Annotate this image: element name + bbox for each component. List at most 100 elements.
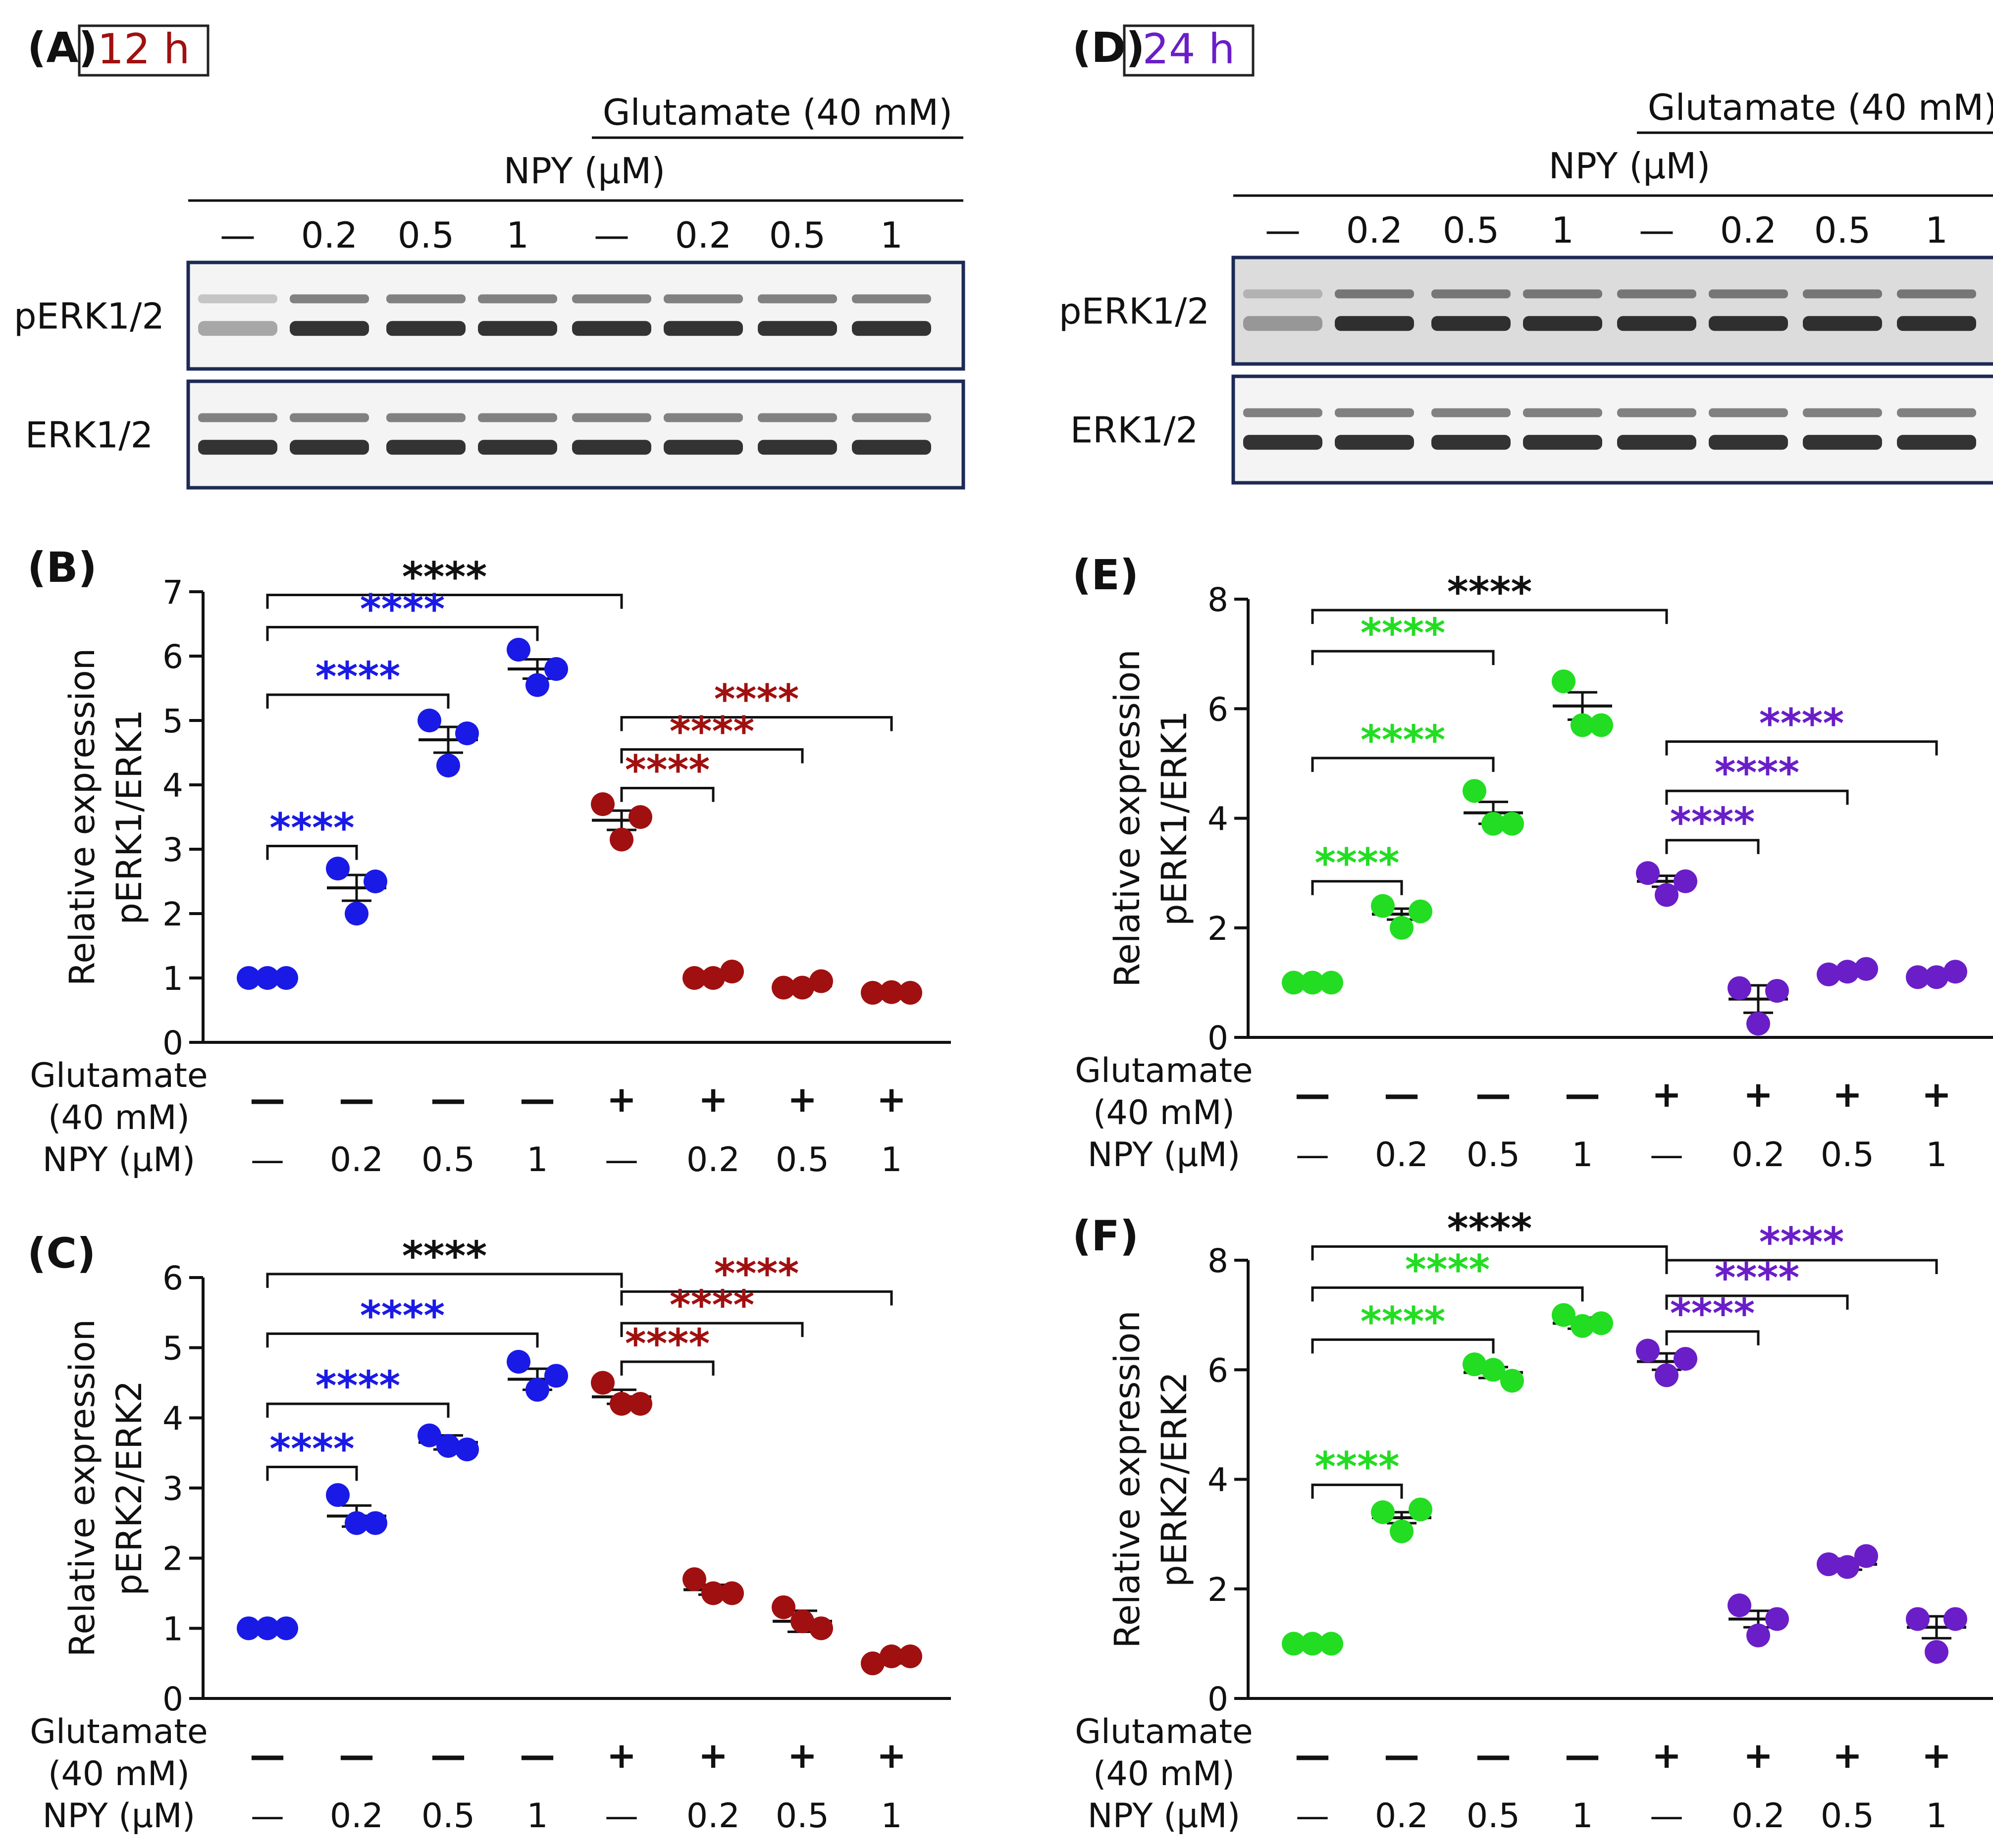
bracket-line — [266, 626, 539, 641]
data-group — [1636, 1338, 1697, 1387]
bracket-line — [1311, 1245, 1668, 1261]
comparison-bracket: **** — [266, 586, 539, 641]
data-point — [1409, 1497, 1432, 1522]
band — [478, 321, 557, 336]
band — [1335, 316, 1414, 331]
significance-label: **** — [1314, 1444, 1400, 1491]
data-point — [1746, 1623, 1770, 1647]
npy-value: 0.5 — [1467, 1797, 1520, 1836]
y-axis-title: pERK1/ERK1 — [109, 710, 150, 925]
glutamate-value: + — [698, 1078, 728, 1120]
band — [572, 321, 651, 336]
data-point — [1500, 1369, 1524, 1393]
glutamate-row-label: Glutamate — [30, 1056, 208, 1095]
data-point — [591, 1371, 615, 1395]
glutamate-value: + — [1833, 1735, 1862, 1776]
data-point — [1943, 1607, 1967, 1631]
data-group — [1282, 971, 1343, 995]
data-group — [1906, 1607, 1967, 1664]
panel-letter: (C) — [27, 1229, 96, 1278]
bracket-line — [1665, 1330, 1760, 1345]
blot-right: Glutamate (40 mM) NPY (µM) — 0.2 0.5 1 — 0.2 0.5… — [1059, 87, 1993, 485]
band — [1335, 289, 1414, 299]
glutamate-row-label: (40 mM) — [1093, 1093, 1235, 1132]
data-group — [1282, 1632, 1343, 1656]
data-point — [1836, 960, 1859, 984]
data-point — [1906, 1607, 1930, 1631]
significance-label: **** — [1447, 1205, 1532, 1252]
npy-value: 1 — [1926, 1135, 1947, 1175]
data-point — [1552, 1303, 1575, 1327]
chart-F: (F) Relative expression pERK2/ERK2 0 2 4 6 8 ***… — [1072, 1205, 1993, 1836]
significance-label: **** — [269, 1426, 355, 1473]
significance-label: **** — [1447, 569, 1532, 616]
band — [386, 413, 466, 422]
bracket-line — [1311, 650, 1495, 666]
band — [852, 294, 931, 304]
band — [1523, 408, 1602, 417]
npy-row-label: NPY (µM) — [1088, 1797, 1241, 1836]
row-label: pERK1/2 — [1059, 291, 1209, 332]
npy-value: — — [605, 1797, 638, 1836]
lane-label: 0.2 — [675, 214, 732, 256]
bracket-line — [620, 1290, 893, 1306]
data-point — [256, 1616, 279, 1641]
bracket-line — [620, 787, 715, 802]
data-point — [1765, 978, 1789, 1003]
significance-label: **** — [670, 709, 755, 756]
npy-value: 0.5 — [1467, 1135, 1520, 1175]
data-point — [682, 1567, 706, 1591]
comparison-bracket: **** — [620, 1321, 715, 1376]
data-group — [1371, 894, 1432, 940]
data-group — [237, 966, 298, 990]
band — [1897, 435, 1976, 450]
panel-letter: (D) — [1072, 23, 1145, 72]
comparison-bracket: **** — [1665, 1255, 1849, 1310]
npy-value: 0.2 — [1375, 1797, 1428, 1836]
data-group — [1817, 957, 1878, 986]
glutamate-value: + — [1833, 1074, 1862, 1115]
y-tick-label: 0 — [1207, 1019, 1228, 1057]
data-point — [809, 969, 833, 993]
npy-value: 0.2 — [330, 1797, 383, 1836]
panel-letter: (A) — [27, 23, 98, 72]
comparison-bracket: **** — [266, 654, 450, 709]
lane-label: 0.2 — [1346, 209, 1403, 251]
header-left: (A) 12 h — [27, 23, 210, 77]
comparison-bracket: **** — [266, 1426, 358, 1481]
y-axis-title: pERK1/ERK1 — [1154, 711, 1195, 926]
data-group — [237, 1616, 298, 1641]
data-point — [418, 709, 441, 732]
band — [290, 294, 369, 304]
band — [290, 321, 369, 336]
band — [478, 440, 557, 455]
data-group — [326, 1483, 387, 1535]
comparison-bracket: **** — [266, 1292, 539, 1348]
data-point — [1589, 1311, 1613, 1335]
glutamate-value: + — [607, 1735, 636, 1776]
header-right: (D)24 h — [1072, 23, 1255, 77]
band — [198, 413, 277, 422]
npy-value: 0.5 — [421, 1140, 475, 1180]
band — [478, 294, 557, 304]
bracket-line — [266, 1273, 623, 1288]
glutamate-row-label: Glutamate — [1075, 1051, 1253, 1090]
lane-label: 1 — [1551, 209, 1574, 251]
bracket-line — [620, 716, 893, 731]
band — [1897, 316, 1976, 331]
glutamate-value: — — [250, 1078, 285, 1120]
bracket-line — [1311, 1286, 1584, 1302]
npy-row-label: NPY (µM) — [1088, 1135, 1241, 1175]
npy-value: 0.2 — [330, 1140, 383, 1180]
data-point — [455, 1437, 479, 1462]
band — [1523, 435, 1602, 450]
npy-header: NPY (µM) — [504, 150, 666, 192]
glutamate-value: + — [1922, 1735, 1951, 1776]
data-point — [790, 1609, 814, 1634]
bracket-line — [1311, 1338, 1495, 1354]
comparison-bracket: **** — [1311, 840, 1403, 895]
band — [1617, 316, 1696, 331]
bracket-line — [266, 1466, 358, 1481]
comparison-bracket: **** — [1665, 1219, 1938, 1274]
chart-E: (E) Relative expression pERK1/ERK1 0 2 4 6 8 ***… — [1072, 551, 1993, 1175]
